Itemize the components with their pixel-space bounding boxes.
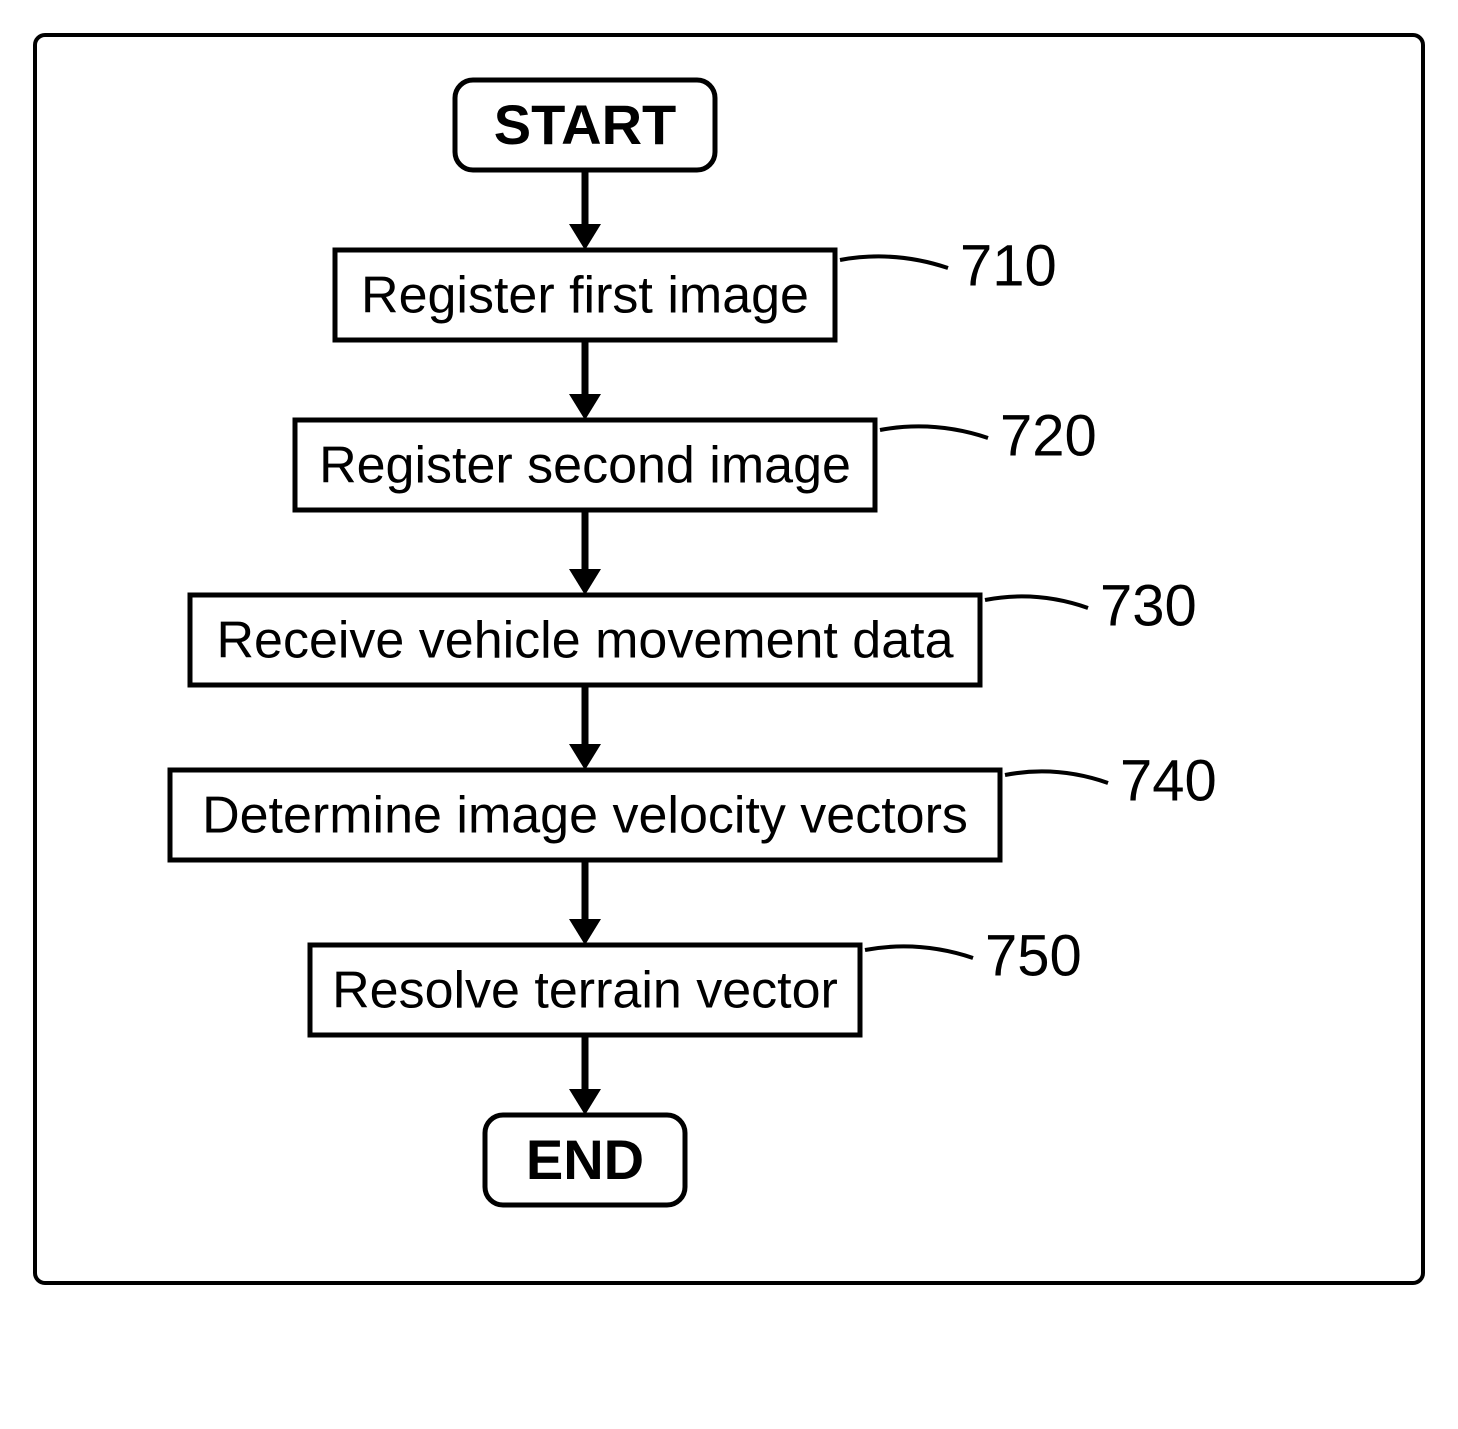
- node-text-start: START: [494, 93, 677, 156]
- ref-label-n720: 720: [1000, 403, 1097, 468]
- node-text-n750: Resolve terrain vector: [332, 962, 838, 1020]
- node-text-end: END: [526, 1128, 644, 1191]
- background: [0, 0, 1458, 1429]
- ref-label-n750: 750: [985, 923, 1082, 988]
- node-start: START: [455, 80, 715, 170]
- node-text-n730: Receive vehicle movement data: [216, 612, 953, 670]
- ref-label-n740: 740: [1120, 748, 1217, 813]
- ref-label-n710: 710: [960, 233, 1057, 298]
- node-text-n720: Register second image: [319, 437, 851, 495]
- node-text-n740: Determine image velocity vectors: [202, 787, 968, 845]
- node-text-n710: Register first image: [361, 267, 809, 325]
- ref-label-n730: 730: [1100, 573, 1197, 638]
- node-end: END: [485, 1115, 685, 1205]
- flowchart-canvas: START Register first image 710 Register sec…: [0, 0, 1458, 1429]
